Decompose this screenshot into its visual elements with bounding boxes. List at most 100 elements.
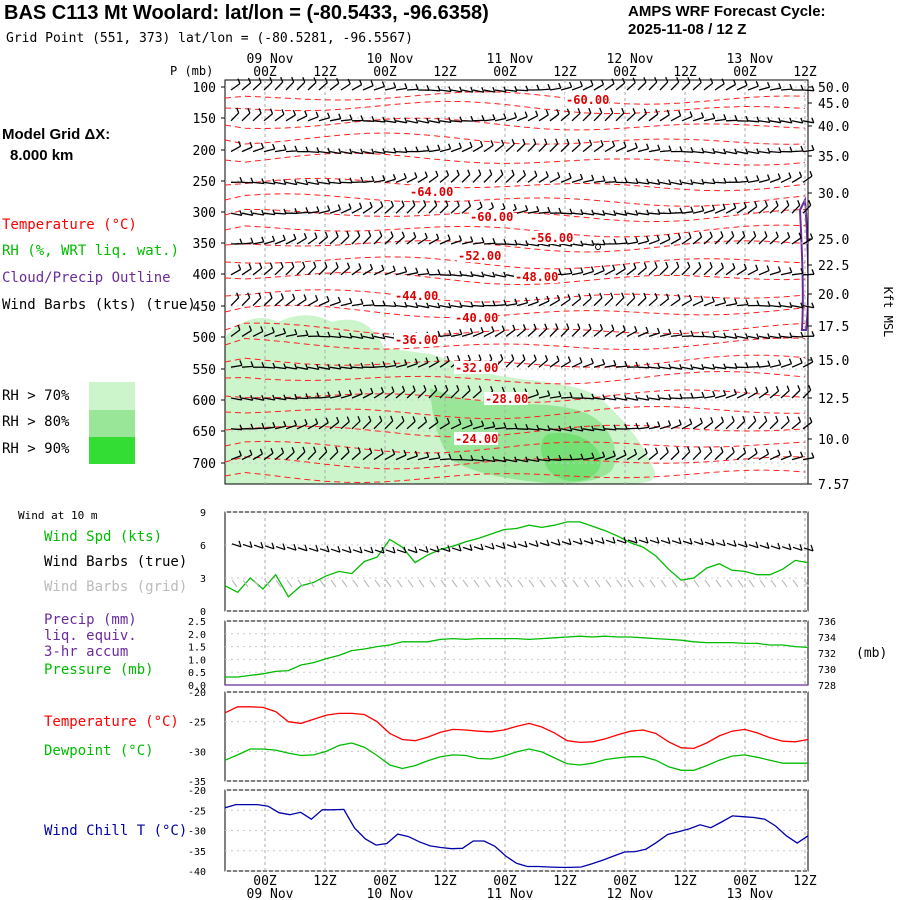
wind-barb [494, 304, 507, 307]
wind-barb-flag [657, 208, 661, 215]
wind-barb-flag [599, 324, 604, 330]
wind-barb [505, 143, 515, 153]
wind-barb-flag [789, 117, 793, 124]
wind-barb [758, 178, 770, 184]
temperature-label-bg-8 [394, 333, 438, 346]
wind-barb [670, 212, 683, 214]
wind-barb-flag [448, 453, 452, 460]
wind-barb-flag [513, 112, 518, 118]
wind-barb [428, 421, 439, 430]
wind-barb-flag [580, 240, 584, 247]
wind-10m-grid-barb [693, 579, 700, 588]
wind-barb [329, 395, 341, 399]
wind-barb [747, 391, 758, 399]
wind-barb [296, 397, 309, 400]
height-tick-label-3: 35.0 [818, 150, 849, 165]
wind-barb [373, 120, 385, 123]
wind-barb [472, 458, 484, 462]
wind-barb [659, 397, 671, 400]
wind-barb [329, 335, 341, 339]
panel-1-tick-label-3: 9 [200, 508, 206, 519]
wind-barb-flag [414, 450, 419, 457]
wind-barb [615, 397, 627, 401]
wind-barb-flag [568, 81, 573, 88]
wind-barb-flag [731, 230, 735, 237]
wind-10m-barb [407, 549, 418, 554]
wind-10m-barb [429, 548, 440, 553]
wind-barb-flag [767, 300, 771, 307]
wind-barb [472, 331, 484, 338]
wind-barb-flag [569, 392, 573, 398]
wind-barb [604, 145, 615, 153]
wind-barb [461, 304, 473, 308]
wind-barb-flag [679, 363, 683, 370]
wind-barb-flag [613, 424, 617, 431]
wind-barb [615, 112, 625, 122]
wind-barb-flag [558, 455, 562, 461]
wind-barb [659, 424, 671, 430]
wind-barb-flag [480, 326, 484, 333]
wind-10m-grid-barb [330, 579, 337, 588]
temperature-contour-20 [224, 424, 806, 438]
wind-barb-flag [811, 117, 815, 124]
wind-barb [802, 304, 814, 309]
wind-barb-flag [501, 386, 505, 393]
wind-barb-flag [566, 108, 571, 114]
wind-10m-grid-barb [583, 579, 590, 588]
wind-barb-flag [599, 107, 603, 114]
wind-barb [780, 236, 791, 245]
wind-barb-flag [798, 171, 803, 178]
wind-barb-flag [742, 415, 746, 422]
wind-barb [351, 235, 361, 245]
wind-barb-flag [789, 302, 793, 308]
wind-barb-flag [294, 179, 298, 185]
wind-barb [494, 117, 506, 122]
wind-barb [681, 237, 692, 245]
wind-barb-flag [502, 203, 506, 209]
wind-10m-barb-flag [458, 544, 462, 552]
wind-barb [681, 181, 693, 186]
wind-barb-flag [809, 170, 813, 177]
wind-barb-flag [381, 264, 385, 271]
wind-barb-flag [391, 448, 396, 455]
wind-barb-flag [316, 392, 320, 398]
wind-10m-barb-flag [370, 546, 374, 554]
wind-barb-flag [745, 148, 749, 154]
wind-barb-flag [282, 327, 287, 334]
wind-10m-barb [484, 545, 495, 550]
wind-10m-barb [605, 539, 616, 544]
wind-barb-flag [283, 363, 287, 369]
wind-barb [769, 304, 781, 308]
wind-barb-flag [558, 207, 562, 214]
wind-barb [670, 451, 680, 461]
wind-barb-flag [690, 179, 694, 185]
wind-barb [340, 366, 352, 370]
wind-barb-flag [635, 394, 639, 401]
wind-barb [241, 242, 253, 245]
wind-barb-flag [280, 447, 285, 453]
wind-barb [450, 389, 460, 399]
temperature-contour-13 [224, 304, 806, 319]
wind-barb-flag [743, 201, 747, 208]
wind-barb [439, 422, 450, 430]
wind-barb-flag [382, 361, 386, 367]
wind-barb-flag [588, 107, 592, 114]
wind-10m-grid-barb [495, 579, 502, 588]
wind-barb-flag [415, 302, 419, 308]
wind-barb [263, 452, 274, 461]
wind-barb [626, 181, 639, 185]
wind-10m-grid-barb [550, 579, 557, 588]
wind-barb-flag [580, 392, 584, 399]
panel-3-tick-label-3: -35 [188, 777, 206, 788]
wind-barb [340, 83, 351, 91]
wind-barb-flag [303, 294, 307, 300]
wind-barb-flag [292, 293, 296, 300]
wind-barb-flag [382, 174, 386, 181]
pressure-tick-label-9: 550 [193, 363, 216, 378]
wind-barb-flag [514, 271, 518, 278]
wind-10m-barb [682, 540, 693, 545]
wind-10m-barb-flag [469, 544, 473, 551]
wind-10m-barb [286, 546, 297, 551]
panel-frame-3 [224, 691, 809, 782]
wind-barb [241, 268, 252, 276]
